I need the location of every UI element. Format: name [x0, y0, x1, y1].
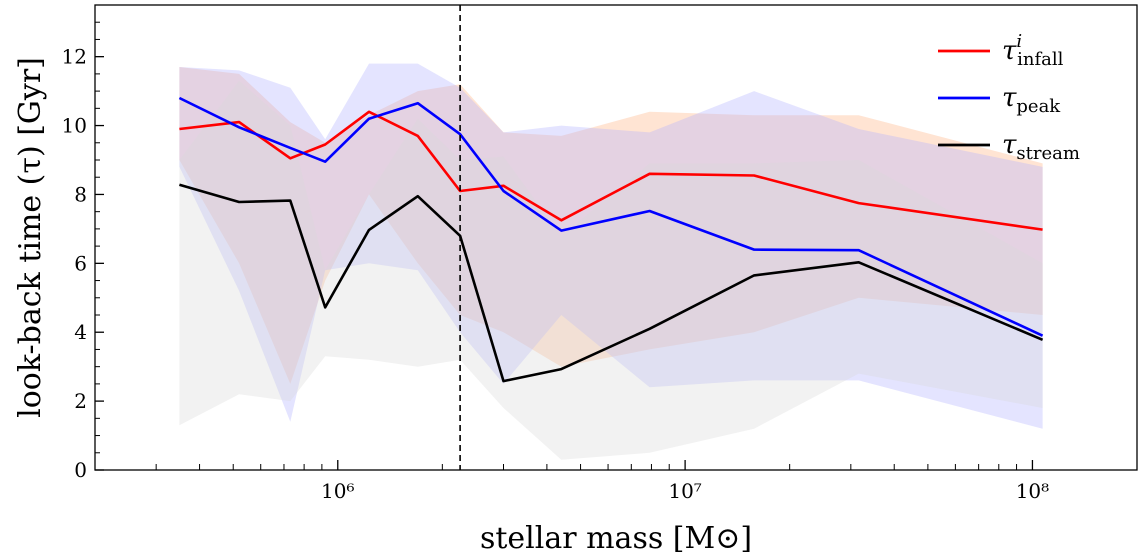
x-tick-label: 10⁷ — [668, 479, 701, 503]
series-line-peak — [178, 96, 1044, 337]
y-tick-label: 10 — [62, 114, 87, 138]
legend-entry-stream: τstream — [1002, 130, 1080, 164]
y-tick-label: 8 — [74, 182, 87, 206]
x-axis-label: stellar mass [M⊙] — [480, 521, 752, 554]
uncertainty-bands — [179, 63, 1043, 460]
legend-entry-peak: τpeak — [1002, 83, 1061, 117]
band-peak — [179, 63, 1043, 429]
y-tick-label: 12 — [62, 45, 87, 69]
y-tick-label: 2 — [74, 389, 87, 413]
y-tick-label: 0 — [74, 458, 87, 482]
y-axis-label: look-back time (τ) [Gyr] — [13, 57, 48, 418]
plot-frame — [94, 4, 1138, 471]
x-tick-label: 10⁶ — [321, 479, 354, 503]
y-tick-label: 6 — [74, 251, 87, 275]
legend-entry-infall: τi infall — [1002, 31, 1064, 70]
axes: 0 2 4 6 8 10 12 10⁶ 10⁷ 10⁸ — [62, 4, 1138, 503]
band-infall — [179, 67, 1043, 384]
legend: τi infall τpeak τstream — [938, 31, 1080, 164]
x-tick-label: 10⁸ — [1016, 479, 1049, 503]
band-stream — [179, 80, 1043, 460]
y-tick-label: 4 — [74, 320, 87, 344]
